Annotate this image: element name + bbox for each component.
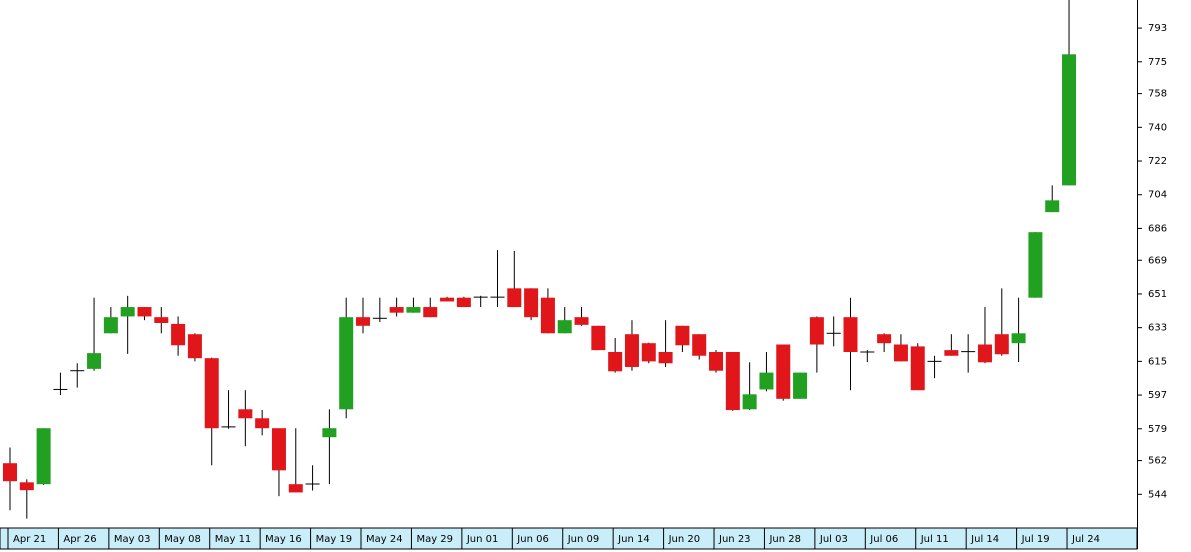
x-tick-label: Jul 19: [1021, 534, 1050, 545]
x-tick-label: Jul 11: [920, 534, 949, 545]
candle-body: [944, 350, 959, 356]
y-tick-label: 562: [1148, 456, 1167, 467]
candle-body: [171, 323, 186, 346]
candle-body: [608, 352, 623, 372]
x-tick-label: Jun 20: [668, 534, 701, 545]
candle-body: [137, 307, 152, 317]
y-tick-label: 722: [1148, 156, 1167, 167]
candle-body: [709, 352, 724, 371]
candle-body: [406, 307, 421, 313]
candle-body: [641, 343, 656, 362]
candle-body: [742, 394, 757, 410]
x-tick-label: Jun 14: [617, 534, 650, 545]
x-tick-label: May 24: [366, 534, 403, 545]
candle-body: [574, 317, 589, 325]
candle-body: [910, 346, 925, 391]
candle-body: [322, 428, 337, 438]
candle-body: [389, 307, 404, 313]
x-tick-label: Jun 06: [516, 534, 549, 545]
candle-body: [994, 334, 1009, 355]
candle-body: [893, 344, 908, 362]
x-tick-label: Jun 09: [567, 534, 600, 545]
y-tick-label: 597: [1148, 390, 1167, 401]
x-tick-label: Jul 24: [1071, 534, 1100, 545]
y-tick-label: 544: [1148, 489, 1167, 500]
x-tick-label: May 16: [265, 534, 302, 545]
candle-body: [507, 288, 522, 308]
candle-body: [356, 317, 371, 326]
candle-body: [877, 334, 892, 344]
x-tick-label: May 11: [215, 534, 252, 545]
x-tick-label: Jun 28: [768, 534, 801, 545]
candle-body: [103, 317, 118, 334]
candle-body: [843, 317, 858, 352]
candle-body: [339, 317, 354, 410]
candle-body: [524, 288, 539, 318]
x-tick-label: Jun 23: [718, 534, 751, 545]
x-tick-label: Jun 01: [466, 534, 499, 545]
y-tick-label: 704: [1148, 190, 1167, 201]
candle-body: [759, 372, 774, 390]
candle-body: [776, 344, 791, 399]
candle-body: [120, 307, 135, 317]
candle-body: [255, 418, 270, 429]
x-tick-label: Jul 06: [869, 534, 898, 545]
candle-body: [591, 325, 606, 351]
x-tick-label: May 03: [114, 534, 151, 545]
candle-body: [3, 463, 17, 482]
candle-body: [725, 352, 740, 411]
candle-body: [154, 317, 169, 323]
candle-body: [1028, 232, 1043, 298]
x-tick-label: May 08: [164, 534, 201, 545]
candle-body: [36, 428, 51, 485]
x-tick-label: May 29: [416, 534, 453, 545]
candle-body: [423, 307, 438, 318]
y-tick-label: 579: [1148, 424, 1167, 435]
candle-body: [1011, 333, 1026, 344]
y-tick-label: 669: [1148, 255, 1167, 266]
candle-body: [288, 484, 303, 493]
candle-body: [238, 409, 253, 419]
x-tick-label: May 19: [316, 534, 353, 545]
y-tick-label: 615: [1148, 356, 1167, 367]
y-tick-label: 793: [1148, 23, 1167, 34]
candle-body: [271, 428, 286, 471]
y-tick-label: 758: [1148, 89, 1167, 100]
candle-body: [1062, 54, 1077, 186]
candle-body: [793, 372, 808, 399]
y-tick-label: 740: [1148, 122, 1167, 133]
candle-body: [187, 334, 202, 359]
y-tick-label: 686: [1148, 223, 1167, 234]
candle-body: [809, 317, 824, 345]
candle-body: [87, 353, 102, 369]
y-tick-label: 775: [1148, 57, 1167, 68]
candle-body: [1045, 200, 1060, 213]
candle-body: [557, 320, 572, 334]
y-tick-label: 633: [1148, 323, 1167, 334]
candle-body: [658, 352, 673, 364]
x-tick-label: Apr 21: [13, 534, 46, 545]
x-tick-label: Apr 26: [63, 534, 96, 545]
x-tick-label: Jul 03: [819, 534, 848, 545]
candle-body: [440, 297, 455, 302]
candle-body: [675, 325, 690, 346]
candle-body: [977, 344, 992, 363]
candle-body: [624, 334, 639, 367]
y-tick-label: 651: [1148, 289, 1167, 300]
x-tick-label: Jul 14: [970, 534, 999, 545]
candle-body: [19, 482, 34, 491]
candle-body: [456, 297, 471, 308]
candle-body: [540, 297, 555, 334]
candle-body: [692, 334, 707, 356]
candle-body: [204, 358, 219, 429]
